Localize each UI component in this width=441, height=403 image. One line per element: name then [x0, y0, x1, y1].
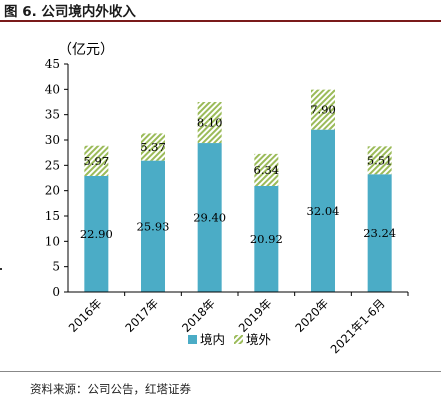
bar-overseas — [367, 146, 392, 175]
y-tick-label: 15 — [45, 209, 60, 223]
bar-domestic — [197, 143, 222, 292]
data-label: 22.90 — [80, 227, 113, 241]
source-note: 资料来源：公司公告，红塔证券 — [30, 382, 191, 396]
x-tick-label: 2017年 — [122, 296, 161, 335]
bars: 22.90 5.97 25.93 5.37 29.40 8.10 20.92 6.34 32.0… — [80, 89, 396, 292]
figure-title: 图 6. 公司境内外收入 — [4, 4, 136, 20]
y-tick-label: 10 — [45, 234, 60, 248]
y-tick-label: 5 — [52, 260, 60, 274]
bar-overseas — [84, 145, 109, 176]
y-tick-label: 25 — [45, 158, 60, 172]
bar-overseas — [311, 89, 335, 130]
bar-domestic — [141, 160, 165, 292]
bar-overseas — [254, 153, 279, 187]
bar-overseas — [197, 102, 222, 144]
data-label: 5.97 — [84, 154, 110, 168]
legend-label: 境外 — [246, 332, 272, 347]
bar-domestic — [367, 174, 392, 292]
title-rule — [0, 20, 441, 22]
x-tick-label: 2018年 — [179, 296, 218, 335]
y-tick-label: 35 — [45, 108, 60, 122]
bar-domestic — [254, 186, 279, 292]
y-tick-label: 0 — [52, 285, 60, 299]
data-label: 6.34 — [254, 163, 280, 177]
legend-swatch — [234, 335, 243, 344]
data-label: 5.37 — [140, 140, 166, 154]
x-tick-label: 2021年1-6月 — [328, 296, 388, 356]
x-tick-label: 2020年 — [292, 296, 331, 335]
bar-domestic — [311, 129, 335, 292]
data-label: 23.24 — [363, 226, 396, 240]
footer-rule — [0, 371, 441, 372]
legend-swatch — [188, 335, 197, 344]
y-tick-label: 40 — [45, 82, 60, 96]
legend-label: 境内 — [200, 332, 225, 347]
y-tick-label: 30 — [45, 133, 60, 147]
data-label: 20.92 — [250, 232, 283, 246]
legend: 境内 境外 — [188, 332, 272, 347]
data-label: 25.93 — [137, 219, 170, 233]
bar-domestic — [84, 175, 109, 292]
stacked-bar-chart: （亿元） 0 5 10 15 20 25 30 35 40 45 22.90 5.97 25.93 5.… — [45, 42, 409, 356]
bar-overseas — [141, 133, 165, 161]
data-label: 5.51 — [367, 153, 393, 167]
data-label: 29.40 — [193, 211, 226, 225]
y-tick-label: 45 — [45, 57, 60, 71]
y-axis: 0 5 10 15 20 25 30 35 40 45 — [45, 57, 69, 299]
unit-label: （亿元） — [58, 42, 114, 58]
x-tick-label: 2016年 — [66, 296, 105, 335]
x-tick-label: 2019年 — [236, 296, 275, 335]
data-label: 8.10 — [197, 116, 223, 130]
margin-mark — [0, 268, 2, 270]
y-tick-label: 20 — [45, 184, 60, 198]
data-label: 32.04 — [307, 204, 340, 218]
data-label: 7.90 — [310, 103, 336, 117]
